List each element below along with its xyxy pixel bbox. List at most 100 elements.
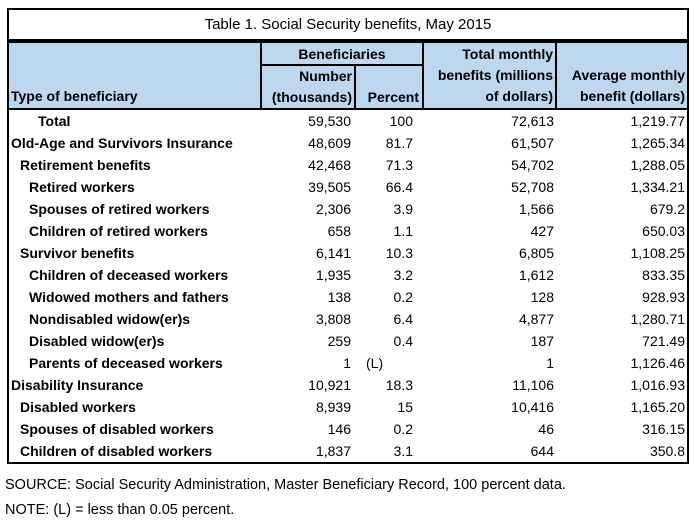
row-average: 833.35 <box>642 267 685 283</box>
row-number: 8,939 <box>315 399 351 415</box>
row-label: Retirement benefits <box>20 157 151 173</box>
row-total: 11,106 <box>512 377 554 393</box>
row-number: 42,468 <box>308 157 351 173</box>
row-percent: 100 <box>389 113 413 129</box>
row-label: Children of deceased workers <box>29 267 229 283</box>
row-total: 6,805 <box>518 245 554 261</box>
table-title: Table 1. Social Security benefits, May 2… <box>9 10 687 41</box>
table-body: Total 59,530 100 72,613 1,219.77 Old-Age and … <box>9 110 687 462</box>
table-row: Retired workers 39,505 66.4 52,708 1,334.21 <box>9 176 687 198</box>
table-row: Total 59,530 100 72,613 1,219.77 <box>9 110 687 132</box>
row-label: Retired workers <box>29 179 135 195</box>
row-percent: 10.3 <box>385 245 413 261</box>
row-percent: 3.2 <box>393 267 413 283</box>
row-average: 679.2 <box>649 201 685 217</box>
row-number: 3,808 <box>315 311 351 327</box>
row-percent: 0.2 <box>393 289 413 305</box>
row-total: 4,877 <box>518 311 554 327</box>
table-row: Disabled workers 8,939 15 10,416 1,165.20 <box>9 396 687 418</box>
row-number: 658 <box>327 223 351 239</box>
row-percent: 18.3 <box>385 377 413 393</box>
table-row: Children of deceased workers 1,935 3.2 1,61… <box>9 264 687 286</box>
row-number: 1,837 <box>315 443 351 459</box>
row-number: 138 <box>327 289 351 305</box>
source-note: SOURCE: Social Security Administration, … <box>5 477 566 493</box>
row-average: 316.15 <box>642 421 685 437</box>
row-average: 1,265.34 <box>630 135 686 151</box>
col-header-number-thousands: Number (thousands) <box>262 66 356 109</box>
table-row: Children of retired workers 658 1.1 427 650.… <box>9 220 687 242</box>
row-average: 350.8 <box>649 443 685 459</box>
col-group-beneficiaries-sub: Number (thousands) Percent <box>262 66 422 109</box>
table-row: Disabled widow(er)s 259 0.4 187 721.49 <box>9 330 687 352</box>
row-number: 1 <box>343 355 351 371</box>
col-header-beneficiaries: Beneficiaries <box>262 43 422 66</box>
row-total: 10,416 <box>511 399 554 415</box>
row-label: Children of retired workers <box>29 223 208 239</box>
row-number: 10,921 <box>308 377 351 393</box>
table-row: Disability Insurance 10,921 18.3 11,106 1,01… <box>9 374 687 396</box>
row-percent: 0.4 <box>393 333 413 349</box>
col-header-total-monthly-benefits: Total monthly benefits (millions of doll… <box>424 43 557 108</box>
table-row: Parents of deceased workers 1 (L) 1 1,126.46 <box>9 352 687 374</box>
row-average: 928.93 <box>642 289 685 305</box>
row-percent: 3.1 <box>393 443 413 459</box>
row-total: 128 <box>530 289 554 305</box>
row-average: 1,016.93 <box>630 377 686 393</box>
table-header: Type of beneficiary Beneficiaries Number… <box>9 41 687 110</box>
col-header-average-monthly-benefit: Average monthly benefit (dollars) <box>571 67 685 104</box>
col-group-beneficiaries: Beneficiaries Number (thousands) Percent <box>262 43 424 109</box>
row-percent: 81.7 <box>385 135 413 151</box>
row-number: 6,141 <box>315 245 351 261</box>
table-row: Survivor benefits 6,141 10.3 6,805 1,108.25 <box>9 242 687 264</box>
row-number: 259 <box>327 333 351 349</box>
row-average: 1,165.20 <box>630 399 686 415</box>
row-label: Survivor benefits <box>20 245 135 261</box>
row-percent: 6.4 <box>393 311 413 327</box>
row-total: 1 <box>546 355 554 371</box>
row-label: Disability Insurance <box>11 377 144 393</box>
row-percent: 15 <box>397 399 413 415</box>
row-percent: 66.4 <box>385 179 413 195</box>
row-average: 1,108.25 <box>630 245 686 261</box>
row-average: 650.03 <box>642 223 685 239</box>
row-average: 1,280.71 <box>630 311 686 327</box>
row-total: 187 <box>530 333 554 349</box>
table-row: Nondisabled widow(er)s 3,808 6.4 4,877 1,280… <box>9 308 687 330</box>
row-number: 1,935 <box>315 267 351 283</box>
row-label: Disabled workers <box>20 399 136 415</box>
row-average: 1,126.46 <box>630 355 686 371</box>
row-total: 1,612 <box>518 267 554 283</box>
row-total: 61,507 <box>511 135 554 151</box>
col-header-type-of-beneficiary: Type of beneficiary <box>9 43 262 108</box>
row-number: 2,306 <box>315 201 351 217</box>
row-label: Spouses of disabled workers <box>20 421 214 437</box>
row-label: Parents of deceased workers <box>29 355 223 371</box>
row-total: 52,708 <box>511 179 554 195</box>
row-percent: 71.3 <box>385 157 413 173</box>
table-row: Retirement benefits 42,468 71.3 54,702 1,288… <box>9 154 687 176</box>
footnote: NOTE: (L) = less than 0.05 percent. <box>5 502 235 518</box>
row-total: 427 <box>530 223 554 239</box>
table-row: Spouses of retired workers 2,306 3.9 1,566 6… <box>9 198 687 220</box>
row-label: Old-Age and Survivors Insurance <box>11 135 233 151</box>
row-average: 1,288.05 <box>630 157 686 173</box>
row-label: Children of disabled workers <box>20 443 213 459</box>
row-average: 1,334.21 <box>630 179 686 195</box>
row-total: 644 <box>530 443 554 459</box>
row-total: 54,702 <box>511 157 554 173</box>
table-row: Old-Age and Survivors Insurance 48,609 81.… <box>9 132 687 154</box>
row-label: Widowed mothers and fathers <box>29 289 229 305</box>
row-label: Disabled widow(er)s <box>29 333 165 349</box>
row-label: Total <box>38 113 71 129</box>
table-row: Widowed mothers and fathers 138 0.2 128 928.… <box>9 286 687 308</box>
row-number: 48,609 <box>308 135 351 151</box>
table-row: Children of disabled workers 1,837 3.1 644 3… <box>9 440 687 462</box>
row-number: 146 <box>327 421 351 437</box>
row-percent: 3.9 <box>393 201 413 217</box>
row-percent: (L) <box>366 355 384 371</box>
table-row: Spouses of disabled workers 146 0.2 46 316.1… <box>9 418 687 440</box>
row-number: 59,530 <box>308 113 351 129</box>
row-total: 46 <box>538 421 554 437</box>
